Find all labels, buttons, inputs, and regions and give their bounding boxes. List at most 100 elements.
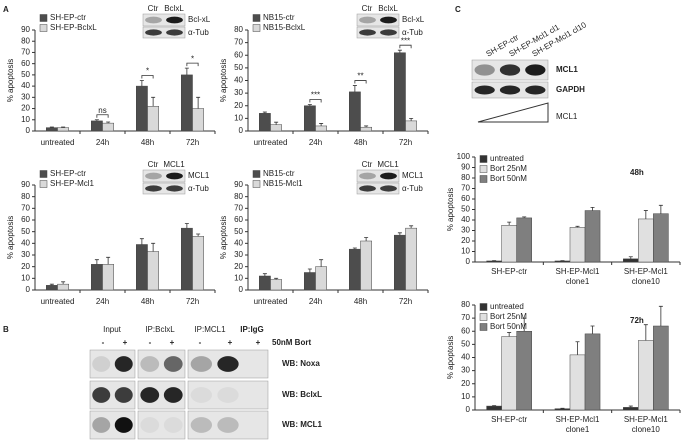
y-tick-label: 60 xyxy=(461,194,470,203)
error-bar xyxy=(139,80,144,87)
significance-label: *** xyxy=(311,91,320,100)
legend-label: SH-EP-BclxL xyxy=(50,23,97,32)
y-tick-label: 20 xyxy=(461,236,470,245)
significance-label: *** xyxy=(401,36,410,45)
x-tick-label: SH-EP-ctr xyxy=(491,267,528,276)
x-tick-label: 24h xyxy=(95,297,110,306)
error-bar xyxy=(397,49,402,53)
blot-lane-label: Ctr xyxy=(362,160,373,169)
bar xyxy=(394,52,406,132)
x-tick-label: 48h xyxy=(140,297,155,306)
error-bar xyxy=(196,96,201,109)
error-bar xyxy=(49,283,54,286)
error-bar xyxy=(184,223,189,229)
blot-band xyxy=(359,172,376,180)
bar xyxy=(57,283,69,291)
blot-band-label: MCL1 xyxy=(188,171,210,180)
blot-band xyxy=(114,417,133,433)
x-tick-label: 24h xyxy=(95,138,110,147)
bar xyxy=(623,407,639,411)
blot-band xyxy=(525,64,546,76)
y-axis-label: % apoptosis xyxy=(219,216,228,260)
error-bar xyxy=(590,325,595,334)
legend-label: Bort 25nM xyxy=(490,312,527,321)
legend-label: SH-EP-Mcl1 xyxy=(50,179,95,188)
y-tick-label: 90 xyxy=(21,180,30,189)
bar xyxy=(349,91,361,132)
blot-lane-label: BclxL xyxy=(164,4,184,13)
error-bar xyxy=(628,405,633,408)
significance-bracket xyxy=(399,44,412,49)
legend-swatch xyxy=(39,24,48,32)
blot-band xyxy=(140,387,160,403)
error-bar xyxy=(61,126,66,128)
blot-band-label: α-Tub xyxy=(188,184,209,193)
blot-band xyxy=(380,172,397,180)
y-tick-label: 70 xyxy=(234,203,243,212)
x-tick-label: 48h xyxy=(140,138,155,147)
error-bar xyxy=(575,341,580,355)
blot-band-label: Bcl-xL xyxy=(402,15,425,24)
treatment-sign: + xyxy=(123,338,128,347)
x-tick-label: SH-EP-Mcl1 clone10 xyxy=(623,267,668,286)
blot-band-label: MCL1 xyxy=(556,65,578,74)
treatment-label: 50nM Bort xyxy=(272,338,311,347)
y-tick-label: 30 xyxy=(461,226,470,235)
legend-label: Bort 50nM xyxy=(490,174,527,183)
y-tick-label: 80 xyxy=(461,173,470,182)
significance-label: ns xyxy=(98,106,106,115)
bar xyxy=(501,336,517,411)
y-tick-label: 70 xyxy=(461,313,470,322)
blot-band xyxy=(114,387,133,403)
y-tick-label: 60 xyxy=(21,215,30,224)
error-bar xyxy=(151,96,156,107)
y-tick-label: 40 xyxy=(234,238,243,247)
bar xyxy=(57,127,69,132)
significance-bracket xyxy=(96,114,109,118)
blot-band xyxy=(140,417,160,433)
error-bar xyxy=(397,232,402,236)
bar xyxy=(554,260,571,263)
error-bar xyxy=(364,125,369,128)
significance-bracket xyxy=(141,75,154,79)
bar xyxy=(486,405,502,411)
error-bar xyxy=(590,207,595,211)
blot-lane-label: MCL1 xyxy=(163,160,185,169)
y-tick-label: 20 xyxy=(21,262,30,271)
x-tick-label: 24h xyxy=(308,297,323,306)
y-tick-label: 90 xyxy=(461,163,470,172)
blot-strip xyxy=(356,182,400,195)
x-tick-label: 24h xyxy=(308,138,323,147)
bar xyxy=(147,251,159,291)
error-bar xyxy=(352,247,357,250)
panel-label: A xyxy=(3,5,9,14)
legend-swatch xyxy=(479,323,488,331)
blot-band-label: MCL1 xyxy=(402,171,424,180)
y-tick-label: 60 xyxy=(234,215,243,224)
blot-lane-label: BclxL xyxy=(378,4,398,13)
error-bar xyxy=(184,67,189,75)
error-bar xyxy=(307,268,312,273)
y-tick-label: 50 xyxy=(461,339,470,348)
blot-strip xyxy=(356,26,400,39)
bar xyxy=(501,225,517,263)
error-bar xyxy=(274,277,279,280)
blot-band xyxy=(380,29,397,36)
treatment-sign: + xyxy=(228,338,233,347)
legend-swatch xyxy=(479,155,488,163)
legend-swatch xyxy=(479,313,488,321)
legend-label: SH-EP-ctr xyxy=(50,169,86,178)
significance-label: ** xyxy=(357,72,363,81)
bar xyxy=(192,108,204,132)
y-tick-label: 40 xyxy=(21,81,30,90)
bar xyxy=(136,85,148,132)
blot-band xyxy=(166,185,183,192)
bar xyxy=(638,218,654,263)
legend-swatch xyxy=(252,170,261,178)
x-tick-label: untreated xyxy=(253,297,288,306)
bar xyxy=(270,124,282,132)
blot-band xyxy=(190,417,212,433)
blot-band xyxy=(163,356,183,372)
blot-band xyxy=(190,356,212,372)
